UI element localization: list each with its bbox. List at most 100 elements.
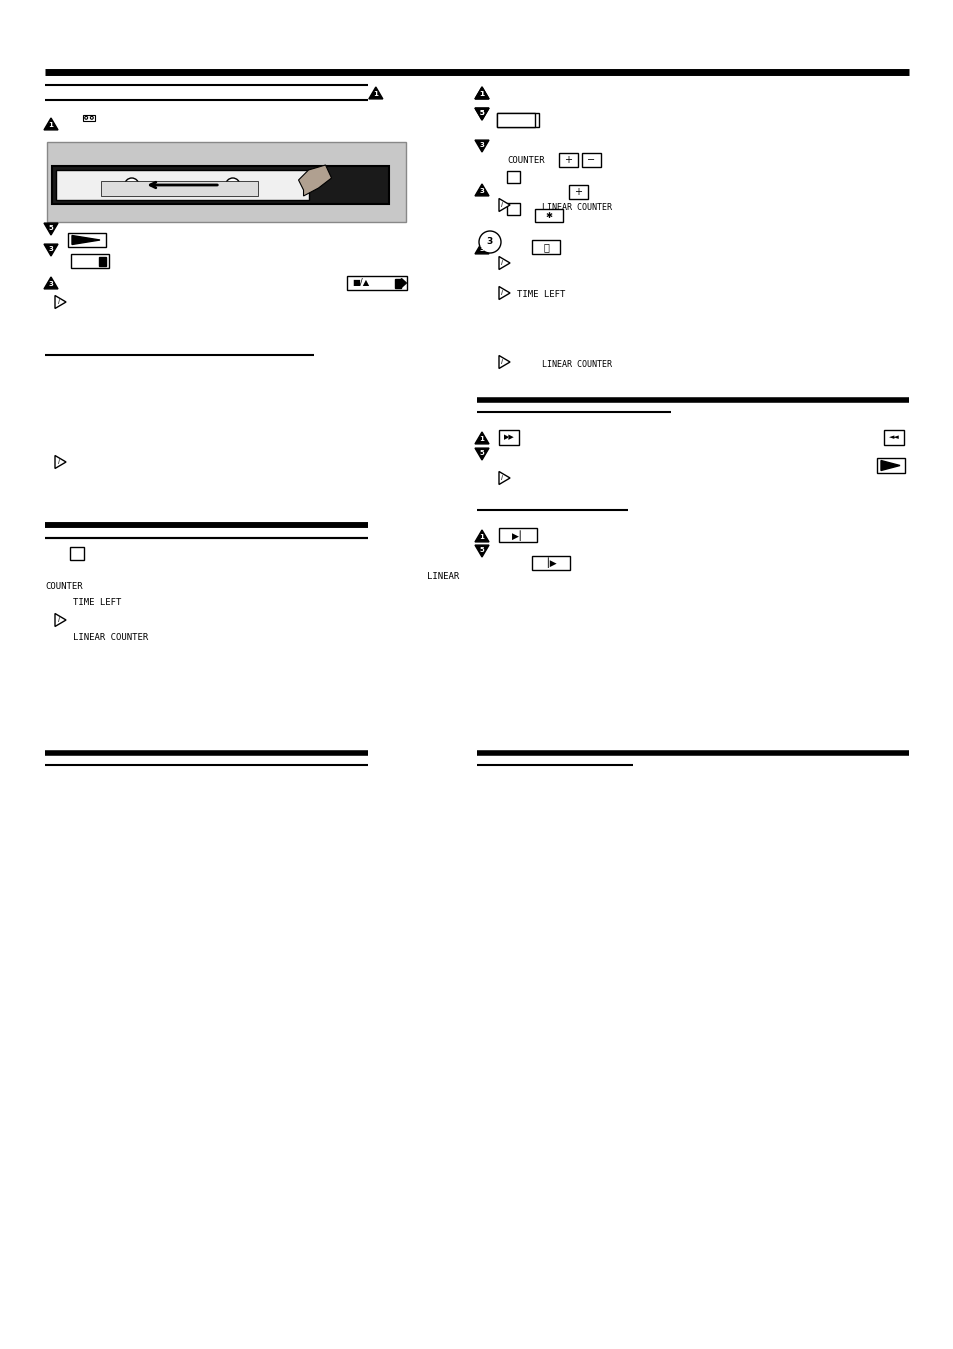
Polygon shape bbox=[55, 456, 66, 468]
Bar bbox=[883, 430, 903, 445]
Bar bbox=[498, 529, 537, 542]
Bar bbox=[532, 556, 569, 569]
Text: 3: 3 bbox=[49, 281, 53, 287]
Polygon shape bbox=[44, 244, 58, 256]
Text: LINEAR COUNTER: LINEAR COUNTER bbox=[541, 360, 612, 370]
Bar bbox=[497, 113, 535, 127]
Bar bbox=[70, 546, 84, 560]
Circle shape bbox=[85, 116, 88, 119]
Bar bbox=[101, 181, 257, 196]
Polygon shape bbox=[44, 277, 58, 289]
Text: LINEAR COUNTER: LINEAR COUNTER bbox=[541, 202, 612, 212]
Text: 5: 5 bbox=[479, 451, 484, 456]
Polygon shape bbox=[475, 183, 489, 196]
Polygon shape bbox=[298, 165, 332, 196]
Circle shape bbox=[226, 178, 239, 192]
Text: 5: 5 bbox=[479, 546, 484, 553]
Text: COUNTER: COUNTER bbox=[45, 581, 83, 591]
Bar bbox=[52, 166, 388, 204]
Polygon shape bbox=[880, 460, 899, 471]
Bar bbox=[497, 113, 538, 127]
Text: i: i bbox=[500, 290, 503, 295]
Text: ◄◄: ◄◄ bbox=[887, 434, 899, 441]
Polygon shape bbox=[498, 198, 510, 212]
Text: i: i bbox=[57, 459, 59, 465]
Text: ▶▶: ▶▶ bbox=[503, 434, 514, 441]
Polygon shape bbox=[475, 108, 489, 120]
Text: 5: 5 bbox=[479, 111, 484, 116]
Text: 5: 5 bbox=[49, 225, 53, 231]
Polygon shape bbox=[44, 117, 58, 130]
Bar bbox=[506, 202, 519, 214]
Bar bbox=[558, 152, 578, 167]
Text: 1: 1 bbox=[479, 534, 484, 540]
Text: 3: 3 bbox=[479, 246, 484, 252]
Bar bbox=[581, 152, 600, 167]
Bar bbox=[506, 171, 519, 183]
Text: 1: 1 bbox=[373, 90, 378, 97]
Text: 5: 5 bbox=[479, 111, 484, 116]
Bar bbox=[71, 255, 109, 267]
Polygon shape bbox=[475, 108, 489, 120]
Bar bbox=[876, 459, 904, 472]
Text: LINEAR: LINEAR bbox=[427, 572, 459, 581]
Bar bbox=[568, 185, 587, 200]
Polygon shape bbox=[501, 116, 531, 124]
Text: COUNTER: COUNTER bbox=[506, 156, 544, 165]
Polygon shape bbox=[55, 295, 66, 309]
Text: TIME LEFT: TIME LEFT bbox=[73, 598, 121, 607]
Polygon shape bbox=[475, 86, 489, 98]
Bar bbox=[99, 256, 106, 266]
Text: 3: 3 bbox=[479, 142, 484, 148]
Text: −: − bbox=[587, 155, 595, 165]
Bar bbox=[68, 233, 106, 247]
Text: 1: 1 bbox=[479, 90, 484, 97]
Circle shape bbox=[478, 231, 500, 254]
Text: LINEAR COUNTER: LINEAR COUNTER bbox=[73, 633, 148, 642]
Text: ▶⎮: ▶⎮ bbox=[512, 530, 523, 541]
Text: i: i bbox=[500, 359, 503, 366]
Text: i: i bbox=[57, 299, 59, 305]
Text: i: i bbox=[57, 616, 59, 623]
Bar bbox=[83, 115, 95, 120]
Text: 3: 3 bbox=[486, 237, 493, 247]
Polygon shape bbox=[498, 356, 510, 368]
Polygon shape bbox=[71, 236, 100, 244]
Bar bbox=[498, 430, 518, 445]
Polygon shape bbox=[475, 241, 489, 254]
Bar bbox=[532, 240, 559, 254]
Polygon shape bbox=[475, 448, 489, 460]
Polygon shape bbox=[401, 278, 406, 287]
Circle shape bbox=[125, 178, 138, 192]
Text: i: i bbox=[500, 202, 503, 208]
Text: ✱: ✱ bbox=[545, 210, 552, 220]
Text: i: i bbox=[500, 260, 503, 266]
Polygon shape bbox=[475, 140, 489, 152]
Polygon shape bbox=[44, 223, 58, 235]
Text: ⏻: ⏻ bbox=[542, 241, 548, 252]
Polygon shape bbox=[475, 432, 489, 444]
Text: 1: 1 bbox=[479, 436, 484, 442]
Text: 3: 3 bbox=[479, 188, 484, 194]
Polygon shape bbox=[369, 86, 382, 98]
Text: TIME LEFT: TIME LEFT bbox=[517, 290, 565, 299]
Circle shape bbox=[91, 116, 93, 119]
Polygon shape bbox=[498, 256, 510, 270]
Polygon shape bbox=[498, 286, 510, 299]
Polygon shape bbox=[475, 545, 489, 557]
Polygon shape bbox=[475, 86, 489, 98]
Text: 1: 1 bbox=[479, 90, 484, 97]
Text: i: i bbox=[500, 475, 503, 482]
Text: +: + bbox=[564, 155, 572, 165]
Bar bbox=[535, 209, 562, 223]
Text: ■/▲: ■/▲ bbox=[352, 278, 369, 287]
Polygon shape bbox=[475, 530, 489, 542]
Bar bbox=[47, 142, 405, 223]
Bar bbox=[395, 278, 401, 287]
Text: ⎮▶: ⎮▶ bbox=[544, 557, 557, 568]
Polygon shape bbox=[498, 472, 510, 484]
Polygon shape bbox=[55, 614, 66, 626]
Text: 1: 1 bbox=[49, 121, 53, 128]
Bar bbox=[347, 277, 407, 290]
Text: 3: 3 bbox=[49, 246, 53, 252]
